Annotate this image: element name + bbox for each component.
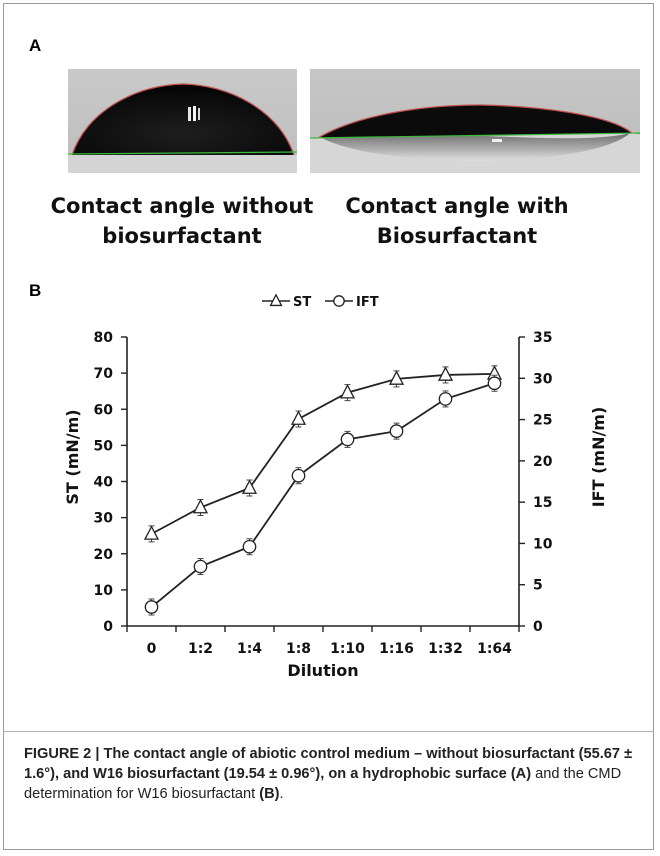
data-point-st [143,525,160,540]
chart-series [143,365,503,616]
y-tick-label: 0 [103,619,113,635]
y2-tick-label: 30 [533,371,553,387]
x-tick-label: 1:4 [237,641,262,657]
series-line-ift [150,382,495,608]
data-point-st [290,410,307,425]
caption-with-line1: Contact angle with [345,194,569,218]
y2-tick-label: 5 [533,578,543,594]
x-tick-label: 1:8 [286,641,311,657]
caption-without-line2: biosurfactant [102,224,262,248]
x-tick-label: 1:64 [477,641,512,657]
x-tick-label: 0 [147,641,157,657]
droplet-photo-with-biosurfactant [310,69,640,173]
y-tick-label: 20 [94,547,114,563]
chart-legend: ST IFT [262,293,379,310]
panel-b-label: B [29,281,42,300]
caption-with-line2: Biosurfactant [376,224,538,248]
series-line-st [151,372,495,535]
caption-without-line1: Contact angle without [50,194,314,218]
data-point-st [241,479,258,494]
data-point-ift [340,432,355,447]
data-point-ift [193,559,208,574]
x-tick-label: 1:16 [379,641,414,657]
figure-caption-ref-b: (B) [259,786,280,802]
legend-item-st: ST [262,293,311,310]
data-point-ift [487,376,502,391]
data-point-st [388,370,405,385]
figure-caption-end: . [279,786,284,802]
y-tick-label: 10 [94,583,114,599]
x-tick-label: 1:32 [428,641,463,657]
y2-tick-label: 35 [533,330,552,346]
figure-caption-mid: and the CMD determination for W16 biosur… [24,766,622,802]
y-tick-label: 50 [94,438,114,454]
legend-marker-triangle [269,293,283,307]
chart-axes: 0 10 20 30 40 50 60 70 80 0 5 10 15 20 25 30 35 0 1:2 1:4 1:… [94,330,553,657]
data-point-ift [242,539,257,554]
y-tick-label: 60 [94,402,114,418]
caption-without-biosurfactant: Contact angle without biosurfactant [37,191,327,251]
figure-caption: FIGURE 2 | The contact angle of abiotic … [24,744,644,804]
data-point-ift [291,468,306,483]
panel-a-label: A [29,36,42,55]
legend-item-ift: IFT [325,295,379,310]
series-ift [144,374,502,616]
y2-axis-label: IFT (mN/m) [589,407,608,508]
data-point-ift [144,600,159,614]
data-point-ift [438,392,453,406]
y-tick-label: 30 [94,511,114,527]
caption-divider [3,731,654,732]
data-point-st [437,366,454,381]
droplet-photo-without-biosurfactant [68,69,297,173]
caption-with-biosurfactant: Contact angle with Biosurfactant [312,191,602,251]
y-tick-label: 40 [94,475,114,491]
y-tick-label: 70 [94,366,114,382]
y-tick-label: 80 [94,330,114,346]
x-tick-label: 1:2 [188,641,213,657]
y2-tick-label: 15 [533,495,552,511]
data-point-st [339,383,356,399]
y-axis-label: ST (mN/m) [63,409,82,504]
series-st [143,365,503,543]
y2-tick-label: 0 [533,619,543,635]
legend-label: IFT [356,295,379,310]
y2-tick-label: 10 [533,536,553,552]
x-axis-label: Dilution [287,661,358,680]
cmd-line-chart: ST IFT 0 10 20 30 40 50 60 70 80 0 5 10 15 20 25 30 35 0 1:… [63,293,608,680]
figure-caption-ref-a: (A) [510,766,532,782]
data-point-st [192,498,209,514]
figure-caption-label: FIGURE 2 | The contact angle of abiotic … [24,746,633,782]
data-point-ift [389,424,404,438]
y2-tick-label: 25 [533,413,552,429]
legend-marker-circle [333,295,345,307]
y2-tick-label: 20 [533,454,553,470]
figure-frame [3,3,654,850]
x-tick-label: 1:10 [330,641,365,657]
legend-label: ST [293,295,311,310]
